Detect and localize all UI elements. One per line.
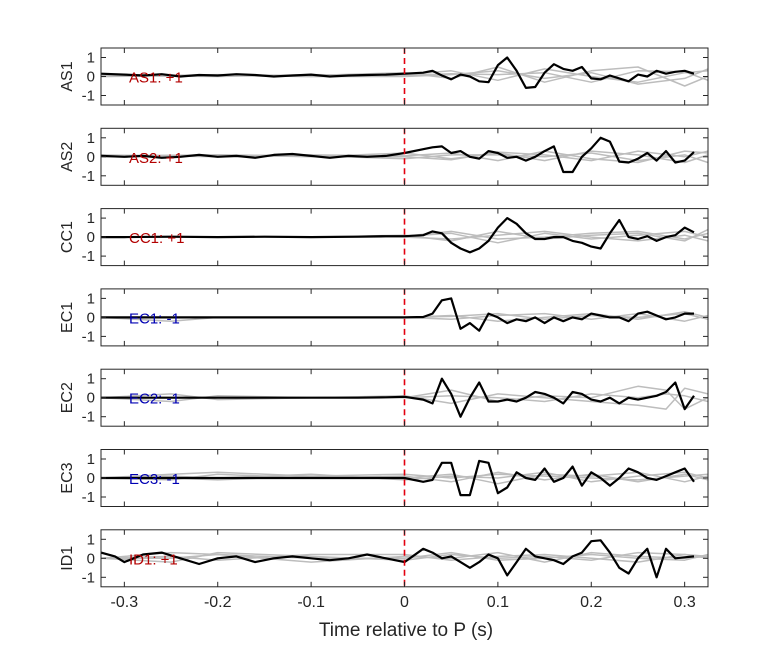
y-tick-label: 1 (87, 50, 95, 67)
panel-id1: ID1: +1 -1 0 1 ID1 (59, 529, 709, 588)
x-tick-label: 0 (400, 594, 409, 611)
main-trace (101, 459, 695, 497)
panel-ec2: EC2: -1 -1 0 1 EC2 (59, 368, 709, 427)
main-trace (101, 217, 695, 254)
panel-annotation: ID1: +1 (129, 551, 178, 568)
panel-annotation: EC3: -1 (129, 471, 180, 488)
y-tick-label: -1 (82, 409, 95, 426)
panel-plot-area (101, 377, 708, 418)
panel-ec3: EC3: -1 -1 0 1 EC3 (59, 449, 709, 507)
x-tick-label: -0.2 (204, 594, 232, 611)
panel-ylabel: ID1 (59, 546, 76, 571)
y-tick-label: 0 (87, 470, 95, 487)
y-tick-label: 1 (87, 130, 95, 147)
panel-ylabel: EC2 (59, 382, 76, 413)
y-tick-label: 0 (87, 309, 95, 326)
y-tick-label: -1 (82, 248, 95, 265)
y-tick-label: 1 (87, 531, 95, 548)
x-axis: -0.3 -0.2 -0.1 0 0.1 0.2 0.3 (111, 594, 696, 611)
panel-plot-area (101, 217, 708, 254)
panel-annotation: CC1: +1 (129, 230, 184, 247)
x-tick-label: -0.3 (111, 594, 139, 611)
panel-annotation: AS1: +1 (129, 70, 183, 87)
main-trace (101, 56, 695, 90)
panel-annotation: EC1: -1 (129, 310, 180, 327)
panel-ylabel: CC1 (59, 221, 76, 253)
panel-ylabel: EC1 (59, 302, 76, 333)
background-trace (101, 551, 708, 561)
y-tick-label: -1 (82, 168, 95, 185)
panel-annotation: EC2: -1 (129, 391, 180, 408)
y-tick-label: -1 (82, 328, 95, 345)
main-trace (101, 136, 695, 174)
panel-plot-area (101, 297, 708, 332)
panel-ylabel: AS2 (59, 142, 76, 172)
y-tick-label: -1 (82, 569, 95, 586)
x-tick-label: 0.1 (487, 594, 509, 611)
panel-as2: AS2: +1 -1 0 1 AS2 (59, 127, 709, 186)
y-tick-label: 0 (87, 149, 95, 166)
main-trace (101, 297, 694, 332)
panel-plot-area (101, 56, 708, 90)
panel-as1: AS1: +1 -1 0 1 AS1 (59, 47, 709, 106)
y-tick-label: 0 (87, 229, 95, 246)
y-tick-label: 1 (87, 290, 95, 307)
panel-plot-area (101, 539, 708, 579)
y-tick-label: 1 (87, 210, 95, 227)
y-tick-label: 0 (87, 550, 95, 567)
x-tick-label: 0.2 (580, 594, 602, 611)
panel-ylabel: EC3 (59, 462, 76, 493)
background-trace (101, 387, 708, 410)
x-axis-label: Time relative to P (s) (319, 620, 493, 641)
y-tick-label: 1 (87, 371, 95, 388)
y-tick-label: -1 (82, 489, 95, 506)
main-trace (101, 539, 695, 579)
panel-annotation: AS2: +1 (129, 150, 183, 167)
y-tick-label: -1 (82, 88, 95, 105)
panel-ec1: EC1: -1 -1 0 1 EC1 (59, 288, 709, 347)
panel-cc1: CC1: +1 -1 0 1 CC1 (59, 208, 709, 267)
x-tick-label: -0.1 (297, 594, 325, 611)
x-tick-label: 0.3 (674, 594, 696, 611)
panel-plot-area (101, 136, 708, 174)
panel-ylabel: AS1 (59, 61, 76, 91)
panel-plot-area (101, 459, 708, 497)
y-tick-label: 1 (87, 451, 95, 468)
main-trace (101, 377, 695, 418)
y-tick-label: 0 (87, 390, 95, 407)
y-tick-label: 0 (87, 69, 95, 86)
